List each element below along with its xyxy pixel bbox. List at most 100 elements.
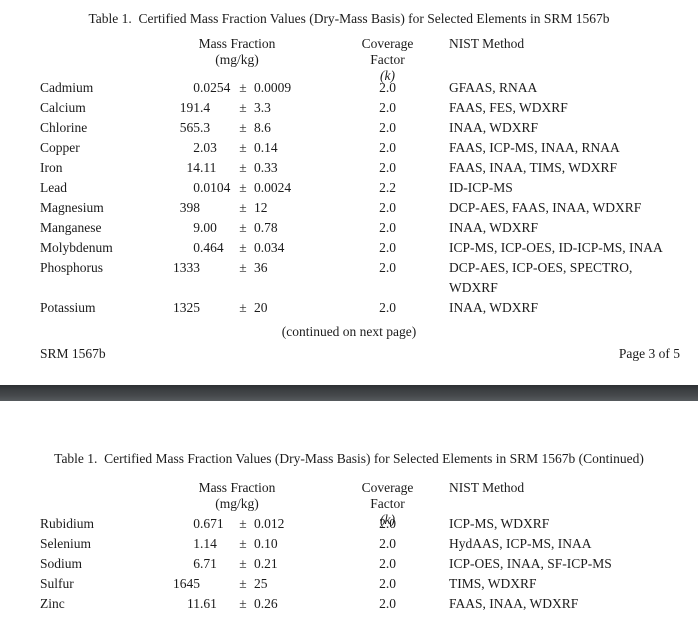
coverage-factor-value: 2.0	[379, 220, 396, 235]
uncertainty-value: 3.3	[254, 100, 271, 115]
coverage-factor-value: 2.0	[379, 240, 396, 255]
plus-minus-icon: ±	[239, 160, 247, 175]
table-row: Cadmium 0 .0254 ± 0.0009 2.0 GFAAS, RNAA	[0, 78, 698, 98]
element-name: Magnesium	[40, 200, 104, 215]
mass-fraction-value-int: 565	[179, 120, 200, 135]
nist-method-value: TIMS, WDXRF	[449, 576, 537, 591]
table-row: Selenium 1 .14 ± 0.10 2.0 HydAAS, ICP-MS…	[0, 534, 698, 554]
table-header: Mass Fraction (mg/kg) Coverage Factor (k…	[0, 480, 525, 528]
table-body-page-2: Rubidium 0 .671 ± 0.012 2.0 ICP-MS, WDXR…	[0, 514, 698, 614]
mass-fraction-value-frac: .0254	[200, 80, 231, 95]
footer-page-number: Page 3 of 5	[618, 346, 680, 361]
element-name: Sulfur	[40, 576, 74, 591]
uncertainty-value: 25	[254, 576, 268, 591]
nist-method-value: INAA, WDXRF	[449, 120, 539, 135]
plus-minus-icon: ±	[239, 100, 247, 115]
nist-method-value: INAA, WDXRF	[449, 220, 539, 235]
nist-method-value: GFAAS, RNAA	[449, 80, 538, 95]
column-header-mass-fraction: Mass Fraction (mg/kg)	[160, 36, 314, 84]
column-header-nist-method: NIST Method	[449, 36, 525, 51]
mass-fraction-value-frac: .03	[200, 140, 217, 155]
nist-method-value: HydAAS, ICP-MS, INAA	[449, 536, 592, 551]
mass-fraction-value-int: 0	[193, 240, 200, 255]
plus-minus-icon: ±	[239, 180, 247, 195]
table-row: Manganese 9 .00 ± 0.78 2.0 INAA, WDXRF	[0, 218, 698, 238]
table-row: Potassium 1325 ± 20 2.0 INAA, WDXRF	[0, 298, 698, 318]
coverage-factor-label: Coverage Factor	[361, 480, 414, 511]
element-name: Rubidium	[40, 516, 95, 531]
uncertainty-value: 0.0009	[254, 80, 292, 95]
uncertainty-value: 0.034	[254, 240, 285, 255]
mass-fraction-value-frac: .671	[200, 516, 224, 531]
element-name: Calcium	[40, 100, 86, 115]
coverage-factor-value: 2.0	[379, 120, 396, 135]
mass-fraction-label: Mass Fraction	[198, 36, 276, 51]
mass-fraction-value-int: 2	[193, 140, 200, 155]
coverage-factor-value: 2.0	[379, 300, 396, 315]
coverage-factor-value: 2.0	[379, 516, 396, 531]
table-title-continued: Table 1. Certified Mass Fraction Values …	[54, 451, 644, 466]
mass-fraction-label: Mass Fraction	[198, 480, 276, 495]
coverage-factor-value: 2.0	[379, 536, 396, 551]
mass-fraction-value-int: 398	[179, 200, 200, 215]
mass-fraction-value-int: 1333	[173, 260, 200, 275]
nist-method-value: FAAS, INAA, TIMS, WDXRF	[449, 160, 618, 175]
table-row: Molybdenum 0 .464 ± 0.034 2.0 ICP-MS, IC…	[0, 238, 698, 258]
mass-fraction-value-frac: .4	[200, 100, 211, 115]
nist-method-value: FAAS, INAA, WDXRF	[449, 596, 579, 611]
uncertainty-value: 0.14	[254, 140, 278, 155]
element-name: Sodium	[40, 556, 83, 571]
uncertainty-value: 20	[254, 300, 268, 315]
nist-method-value: FAAS, ICP-MS, INAA, RNAA	[449, 140, 620, 155]
nist-method-value: ICP-MS, WDXRF	[449, 516, 550, 531]
uncertainty-value: 0.0024	[254, 180, 292, 195]
coverage-factor-value: 2.0	[379, 80, 396, 95]
uncertainty-value: 36	[254, 260, 268, 275]
mass-fraction-value-frac: .3	[200, 120, 211, 135]
element-name: Molybdenum	[40, 240, 113, 255]
coverage-factor-value: 2.0	[379, 576, 396, 591]
mass-fraction-unit: (mg/kg)	[215, 52, 259, 67]
page-separator	[0, 385, 698, 401]
element-name: Chlorine	[40, 120, 88, 135]
mass-fraction-value-frac: .11	[200, 160, 217, 175]
footer-doc-id: SRM 1567b	[40, 346, 106, 361]
nist-method-value: ID-ICP-MS	[449, 180, 513, 195]
plus-minus-icon: ±	[239, 200, 247, 215]
element-name: Selenium	[40, 536, 91, 551]
coverage-factor-value: 2.0	[379, 100, 396, 115]
table-row: Rubidium 0 .671 ± 0.012 2.0 ICP-MS, WDXR…	[0, 514, 698, 534]
table-row: Magnesium 398 ± 12 2.0 DCP-AES, FAAS, IN…	[0, 198, 698, 218]
mass-fraction-value-frac: .71	[200, 556, 217, 571]
element-name: Copper	[40, 140, 80, 155]
plus-minus-icon: ±	[239, 556, 247, 571]
mass-fraction-value-int: 0	[193, 180, 200, 195]
coverage-factor-value: 2.0	[379, 160, 396, 175]
coverage-factor-value: 2.2	[379, 180, 396, 195]
uncertainty-value: 12	[254, 200, 268, 215]
element-name: Zinc	[40, 596, 65, 611]
coverage-factor-k-label: (k)	[380, 512, 395, 527]
uncertainty-value: 8.6	[254, 120, 271, 135]
table-row: Zinc 11 .61 ± 0.26 2.0 FAAS, INAA, WDXRF	[0, 594, 698, 614]
column-header-nist-method: NIST Method	[449, 480, 525, 495]
mass-fraction-value-int: 0	[193, 80, 200, 95]
nist-method-value: DCP-AES, FAAS, INAA, WDXRF	[449, 200, 642, 215]
mass-fraction-value-int: 14	[186, 160, 201, 175]
coverage-factor-k-label: (k)	[380, 68, 395, 83]
plus-minus-icon: ±	[239, 576, 247, 591]
element-name: Phosphorus	[40, 260, 104, 275]
column-header-coverage-factor: Coverage Factor (k)	[345, 480, 430, 528]
coverage-factor-value: 2.0	[379, 200, 396, 215]
element-name: Lead	[40, 180, 67, 195]
nist-method-value: FAAS, FES, WDXRF	[449, 100, 568, 115]
element-name: Potassium	[40, 300, 96, 315]
uncertainty-value: 0.78	[254, 220, 278, 235]
table-row: Copper 2 .03 ± 0.14 2.0 FAAS, ICP-MS, IN…	[0, 138, 698, 158]
mass-fraction-value-int: 6	[193, 556, 200, 571]
table-row: Calcium 191 .4 ± 3.3 2.0 FAAS, FES, WDXR…	[0, 98, 698, 118]
mass-fraction-value-int: 11	[187, 596, 200, 611]
table-row: Lead 0 .0104 ± 0.0024 2.2 ID-ICP-MS	[0, 178, 698, 198]
table-row: Sodium 6 .71 ± 0.21 2.0 ICP-OES, INAA, S…	[0, 554, 698, 574]
